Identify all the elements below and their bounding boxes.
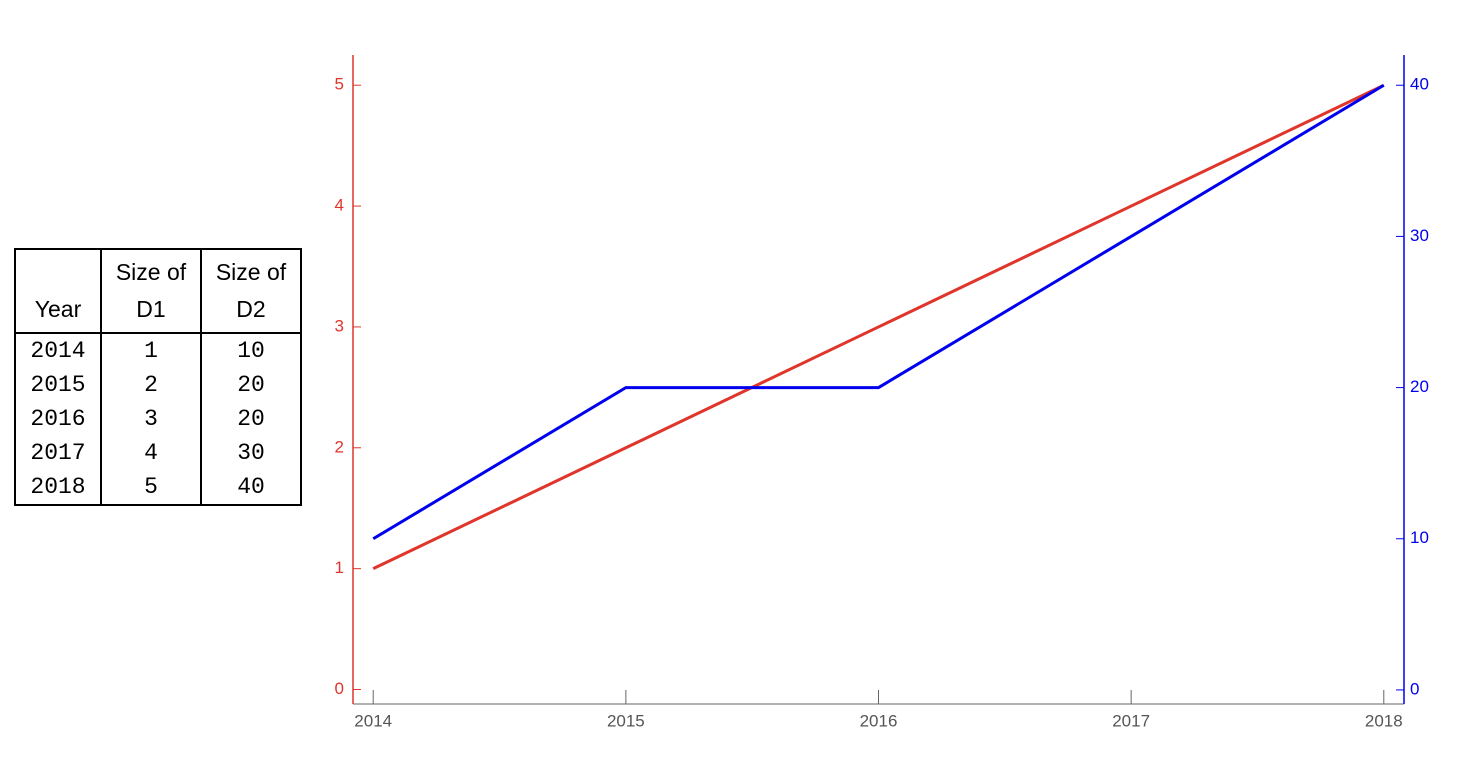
y2-tick-label: 10 — [1410, 528, 1429, 547]
table-row: 2017 4 30 — [14, 436, 302, 470]
table-row: 2014 1 10 — [14, 333, 302, 368]
table-cell: 2017 — [14, 436, 102, 470]
y-tick-label: 2 — [335, 437, 344, 456]
table-cell: 2016 — [14, 402, 102, 436]
table-cell: 40 — [200, 470, 302, 505]
line-series — [372, 83, 1385, 541]
y-tick-label: 3 — [335, 316, 344, 335]
x-tick-label: 2014 — [354, 711, 392, 730]
data-table: Year Size of D1 Size of D2 2014 1 10 2015 2 2… — [14, 248, 302, 506]
x-tick-label: 2018 — [1365, 711, 1403, 730]
x-tick-label: 2016 — [860, 711, 898, 730]
y2-tick-label: 30 — [1410, 226, 1429, 245]
table-row: 2018 5 40 — [14, 470, 302, 505]
table-cell: 2 — [100, 368, 202, 402]
table-cell: 20 — [200, 402, 302, 436]
y2-tick-label: 40 — [1410, 75, 1429, 94]
table-cell: 3 — [100, 402, 202, 436]
line-series — [372, 83, 1385, 570]
table-cell: 2015 — [14, 368, 102, 402]
table-row: 2016 3 20 — [14, 402, 302, 436]
table-cell: 30 — [200, 436, 302, 470]
y-tick-label: 1 — [335, 558, 344, 577]
y2-tick-label: 0 — [1410, 679, 1419, 698]
header-cell: Size of D1 — [100, 248, 202, 334]
y2-tick-label: 20 — [1410, 377, 1429, 396]
x-tick-label: 2017 — [1112, 711, 1150, 730]
y-tick-label: 0 — [335, 679, 344, 698]
table-cell: 20 — [200, 368, 302, 402]
table-cell: 4 — [100, 436, 202, 470]
y-tick-label: 5 — [335, 75, 344, 94]
header-cell: Size of D2 — [200, 248, 302, 334]
table-cell: 10 — [200, 333, 302, 368]
table-cell: 2018 — [14, 470, 102, 505]
table-cell: 1 — [100, 333, 202, 368]
table-row: 2015 2 20 — [14, 368, 302, 402]
x-tick-label: 2015 — [607, 711, 645, 730]
y-tick-label: 4 — [335, 196, 344, 215]
header-cell: Year — [14, 248, 102, 334]
table-cell: 5 — [100, 470, 202, 505]
table-cell: 2014 — [14, 333, 102, 368]
